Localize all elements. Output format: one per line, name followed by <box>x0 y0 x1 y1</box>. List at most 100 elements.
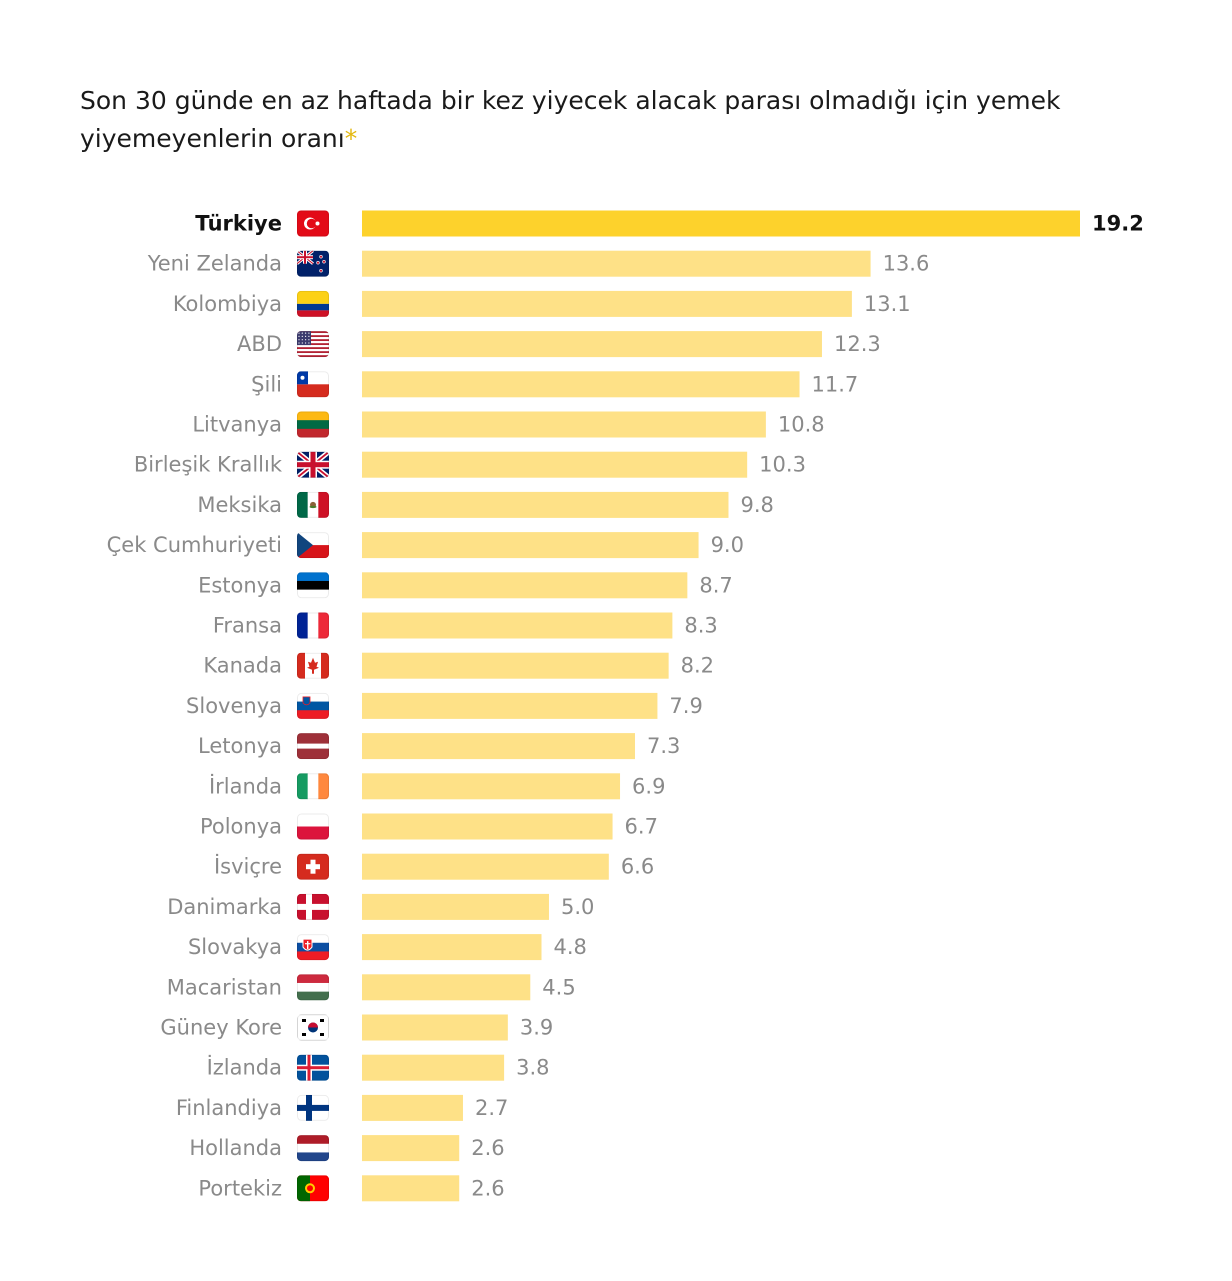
value-label: 6.7 <box>625 815 658 839</box>
value-label: 10.3 <box>759 453 806 477</box>
value-label: 7.9 <box>669 694 702 718</box>
bar <box>362 371 800 398</box>
value-label: 4.8 <box>554 935 587 959</box>
value-label: 8.7 <box>699 573 732 597</box>
value-label: 11.7 <box>812 372 859 396</box>
bar <box>362 853 609 880</box>
category-label: Hollanda <box>189 1136 282 1160</box>
bar <box>362 250 871 277</box>
category-label: Çek Cumhuriyeti <box>107 533 282 557</box>
value-label: 5.0 <box>561 895 594 919</box>
canada-flag-icon <box>297 652 329 679</box>
slovakia-flag-icon <box>297 934 329 961</box>
usa-flag-icon <box>297 331 329 358</box>
bar <box>362 733 635 760</box>
bar <box>362 934 542 961</box>
value-label: 2.7 <box>475 1096 508 1120</box>
poland-flag-icon <box>297 813 329 840</box>
category-label: Danimarka <box>167 895 282 919</box>
category-label: Meksika <box>197 493 282 517</box>
bar-row: Portekiz 2.6 <box>198 1175 505 1202</box>
turkey-flag-icon <box>297 210 329 237</box>
bar-row: Kanada 8.2 <box>203 652 714 679</box>
chile-flag-icon <box>297 371 329 398</box>
category-label: İsviçre <box>214 854 282 879</box>
bar-row: Türkiye 19.2 <box>195 210 1144 237</box>
bar-row: Güney Kore 3.9 <box>160 1014 553 1041</box>
category-label: Finlandiya <box>176 1096 282 1120</box>
bar-row: İsviçre 6.6 <box>214 853 654 880</box>
mexico-flag-icon <box>297 491 329 518</box>
bar <box>362 290 852 317</box>
slovenia-flag-icon <box>297 692 329 719</box>
value-label: 19.2 <box>1092 212 1144 236</box>
bar-row: Hollanda 2.6 <box>189 1135 505 1162</box>
bar <box>362 532 699 559</box>
category-label: ABD <box>237 332 282 356</box>
iceland-flag-icon <box>297 1054 329 1081</box>
bar <box>362 692 658 719</box>
chart-title-text: Son 30 günde en az haftada bir kez yiyec… <box>80 86 1061 153</box>
value-label: 3.8 <box>516 1056 549 1080</box>
category-label: Portekiz <box>198 1176 282 1200</box>
bar-row: İrlanda 6.9 <box>209 773 665 800</box>
bar <box>362 491 729 518</box>
category-label: Türkiye <box>195 212 282 236</box>
value-label: 4.5 <box>542 975 575 999</box>
value-label: 13.1 <box>864 292 911 316</box>
category-label: Litvanya <box>192 413 282 437</box>
category-label: Estonya <box>198 573 282 597</box>
bar <box>362 813 613 840</box>
bar-row: Fransa 8.3 <box>213 612 718 639</box>
uk-flag-icon <box>297 451 329 478</box>
bar-row: Yeni Zelanda 13.6 <box>147 250 930 277</box>
south-korea-flag-icon <box>297 1014 329 1041</box>
value-label: 12.3 <box>834 332 881 356</box>
bar-row: Estonya 8.7 <box>198 572 733 599</box>
category-label: Kanada <box>203 654 282 678</box>
value-label: 8.2 <box>681 654 714 678</box>
bar-row: Çek Cumhuriyeti 9.0 <box>107 532 744 559</box>
bar-row: Şili 11.7 <box>251 371 859 398</box>
value-label: 9.0 <box>711 533 744 557</box>
bar <box>362 331 822 358</box>
bar-row: Litvanya 10.8 <box>192 411 825 438</box>
bar-row: Slovenya 7.9 <box>186 692 703 719</box>
category-label: Fransa <box>213 614 282 638</box>
bar <box>362 572 688 599</box>
bar-row: Slovakya 4.8 <box>188 934 587 961</box>
new-zealand-flag-icon <box>297 250 329 277</box>
bar <box>362 893 549 920</box>
category-label: Letonya <box>198 734 282 758</box>
value-label: 13.6 <box>883 252 930 276</box>
bar <box>362 1014 508 1041</box>
latvia-flag-icon <box>297 733 329 760</box>
category-label: İzlanda <box>207 1055 282 1080</box>
bar-row: Birleşik Krallık 10.3 <box>134 451 806 478</box>
czech-flag-icon <box>297 532 329 559</box>
category-label: Birleşik Krallık <box>134 453 283 477</box>
bar-row: Meksika 9.8 <box>197 491 774 518</box>
denmark-flag-icon <box>297 893 329 920</box>
bar <box>362 210 1080 237</box>
category-label: Polonya <box>200 815 282 839</box>
france-flag-icon <box>297 612 329 639</box>
value-label: 3.9 <box>520 1016 553 1040</box>
value-label: 8.3 <box>684 614 717 638</box>
bar <box>362 1175 460 1202</box>
bar-row: Finlandiya 2.7 <box>176 1094 508 1121</box>
bar <box>362 1054 505 1081</box>
value-label: 10.8 <box>778 413 825 437</box>
value-label: 9.8 <box>740 493 773 517</box>
value-label: 7.3 <box>647 734 680 758</box>
bar-row: Macaristan 4.5 <box>167 974 576 1001</box>
category-label: Kolombiya <box>173 292 282 316</box>
title-asterisk: * <box>344 124 358 153</box>
category-label: Macaristan <box>167 975 282 999</box>
value-label: 2.6 <box>471 1136 504 1160</box>
bar <box>362 1135 460 1162</box>
category-label: Güney Kore <box>160 1016 282 1040</box>
lithuania-flag-icon <box>297 411 329 438</box>
category-label: Slovakya <box>188 935 282 959</box>
